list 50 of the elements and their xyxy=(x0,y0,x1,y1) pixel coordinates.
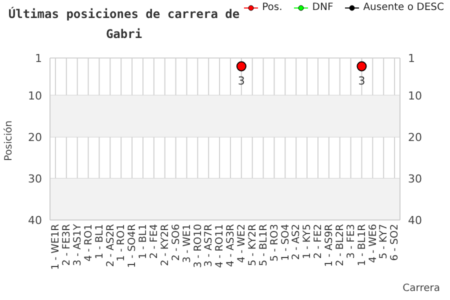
x-tick-label: 1 - SO4 xyxy=(280,224,292,261)
chart-title: Últimas posiciones de carrera de Gabri xyxy=(7,6,241,43)
x-tick-label: 2 - AS2 xyxy=(291,224,302,260)
x-tick-label: 1 - KY5 xyxy=(302,224,314,259)
x-tick-label: 2 - KY2R xyxy=(160,224,171,266)
data-label: 3 xyxy=(238,74,245,88)
y-tick-label: 20 xyxy=(28,130,42,144)
x-tick-label: 3 - FE3 xyxy=(346,224,357,259)
x-tick-label: 2 - BL2R xyxy=(334,224,346,266)
x-tick-label: 1 - BL1 xyxy=(138,224,150,260)
y-tick-label: 1 xyxy=(35,52,42,65)
y-tick-label: 10 xyxy=(28,89,42,102)
x-tick-label: 2 - FE2 xyxy=(313,224,324,259)
x-tick-label: 2 - FE3R xyxy=(62,224,73,266)
x-tick-label: 4 - RO11 xyxy=(214,224,226,268)
x-tick-label: 4 - WE2 xyxy=(236,224,248,263)
x-tick-label: 2 - AS2R xyxy=(105,224,116,267)
x-tick-label: 5 - KY7 xyxy=(378,224,390,259)
y2-tick-label: 20 xyxy=(408,130,422,144)
y-tick-label: 30 xyxy=(28,172,42,186)
x-tick-label: 4 - RO1 xyxy=(83,224,94,262)
x-tick-label: 3 - WE1 xyxy=(182,224,193,263)
x-tick-label: 1 - AS9R xyxy=(324,224,336,267)
x-tick-label: 2 - FE4 xyxy=(149,224,160,259)
x-tick-label: 2 - SO6 xyxy=(170,224,182,261)
x-tick-label: 4 - AS3R xyxy=(226,224,237,267)
y2-tick-label: 30 xyxy=(408,172,422,186)
x-tick-label: 6 - SO2 xyxy=(390,224,401,261)
y2-tick-label: 10 xyxy=(408,89,422,102)
legend-label: Ausente o DESC xyxy=(363,2,444,13)
x-tick-label: 1 - WE1R xyxy=(50,224,62,270)
y2-tick-label: 1 xyxy=(408,52,415,65)
x-axis-title: Carrera xyxy=(402,283,440,294)
x-tick-label: 1 - SO4R xyxy=(127,224,138,268)
y2-tick-label: 40 xyxy=(408,214,422,227)
x-tick-label: 4 - WE6 xyxy=(368,224,379,263)
x-tick-label: 3 - AS1Y xyxy=(72,223,84,266)
x-tick-label: 1 - BL1 xyxy=(94,224,106,260)
legend-label: Pos. xyxy=(262,2,282,13)
x-tick-label: 3 - AS7R xyxy=(204,224,215,267)
x-tick-label: 3 - RO10 xyxy=(192,224,204,268)
x-tick-label: 5 - KY2R xyxy=(247,224,258,266)
y-tick-label: 40 xyxy=(28,214,42,227)
x-tick-label: 5 - BL1R xyxy=(258,224,270,266)
y-axis-title: Posición xyxy=(4,120,15,161)
data-label: 3 xyxy=(358,74,366,88)
x-tick-label: 1 - BL1R xyxy=(356,224,368,266)
x-tick-label: 5 - RO3 xyxy=(269,224,280,262)
x-tick-label: 1 - RO1 xyxy=(116,224,128,262)
legend-label: DNF xyxy=(312,2,334,13)
